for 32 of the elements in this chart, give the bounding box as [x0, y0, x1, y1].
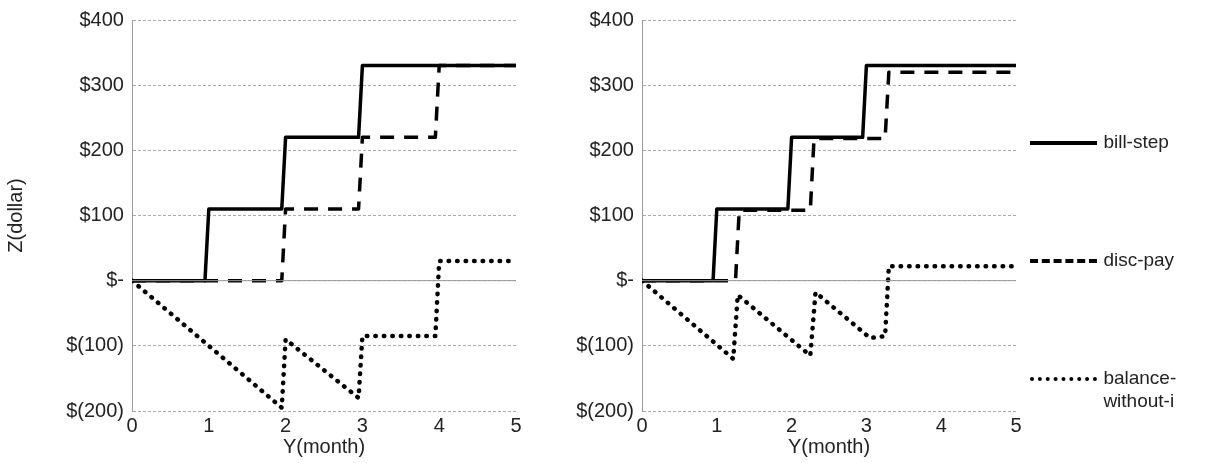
y-axis-title: Z(dollar)	[3, 178, 26, 253]
y-tick-label: $300	[79, 72, 124, 95]
y-tick-label: $-	[106, 268, 124, 291]
x-tick-label: 3	[860, 413, 872, 436]
x-tick-label: 2	[786, 413, 798, 436]
y-tick-label: $300	[589, 72, 634, 95]
legend-label: bill-step	[1103, 130, 1170, 153]
x-axis-title: Y(month)	[787, 434, 871, 457]
y-tick-label: $100	[589, 203, 634, 226]
y-tick-label: $(200)	[66, 398, 124, 421]
y-tick-label: $-	[616, 268, 634, 291]
legend-label: balance-without-i	[1103, 366, 1178, 412]
y-tick-label: $200	[589, 137, 634, 160]
x-tick-label: 1	[711, 413, 723, 436]
x-tick-label: 0	[636, 413, 648, 436]
y-tick-label: $(100)	[576, 333, 634, 356]
x-tick-label: 3	[356, 413, 368, 436]
y-tick-label: $400	[589, 7, 634, 30]
x-tick-label: 5	[1010, 413, 1022, 436]
y-tick-label: $200	[79, 137, 124, 160]
x-tick-label: 1	[203, 413, 215, 436]
y-tick-label: $(200)	[576, 398, 634, 421]
y-tick-label: $100	[79, 203, 124, 226]
x-tick-label: 5	[510, 413, 522, 436]
x-axis-title: Y(month)	[282, 434, 366, 457]
x-tick-label: 4	[935, 413, 947, 436]
y-tick-label: $400	[79, 7, 124, 30]
x-tick-label: 2	[280, 413, 292, 436]
legend-label: disc-pay	[1103, 248, 1176, 271]
y-tick-label: $(100)	[66, 333, 124, 356]
x-tick-label: 4	[433, 413, 445, 436]
x-tick-label: 0	[126, 413, 138, 436]
